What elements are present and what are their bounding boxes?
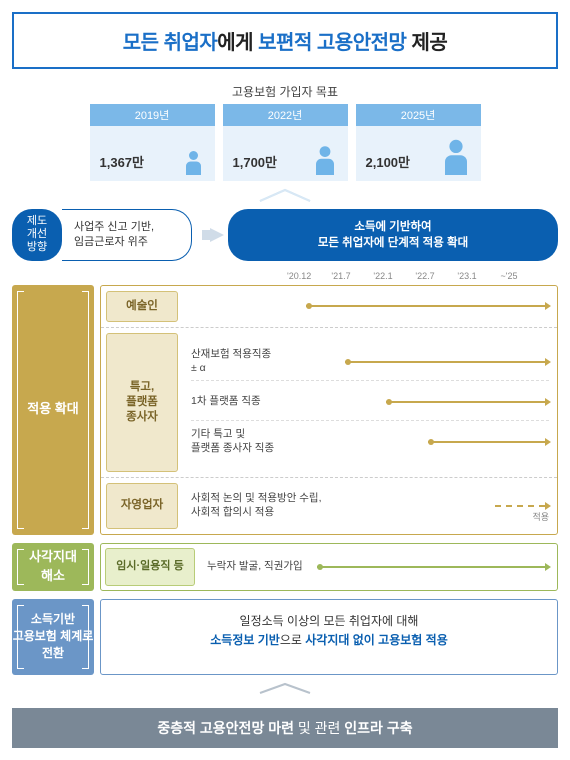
direction-right: 소득에 기반하여 모든 취업자에 단계적 적용 확대 [228,209,558,261]
subrow: 기타 특고 및 플랫폼 종사자 직종 [191,423,549,461]
section-gap: 임시·일용직 등 누락자 발굴, 직권가입 [100,543,558,591]
row-content: 산재보험 적용직종 ± α 1차 플랫폼 직종 기타 특고 및 플랫폼 종사자 … [183,328,557,477]
timeline-bar [306,305,549,307]
subrow-text: 1차 플랫폼 직종 [191,395,306,409]
goal-value: 1,700만 [233,152,278,171]
income-content: 일정소득 이상의 모든 취업자에 대해 소득정보 기반으로 사각지대 없이 고용… [101,600,557,662]
person-icon [445,140,467,175]
direction-badge: 제도개선 방향 [12,209,62,261]
timeline-bar [306,441,549,443]
chevron-up-icon [12,681,558,698]
section-income: 일정소득 이상의 모든 취업자에 대해 소득정보 기반으로 사각지대 없이 고용… [100,599,558,675]
subrow: 1차 플랫폼 직종 [191,383,549,421]
goal-value: 1,367만 [100,152,145,171]
direction-row: 제도개선 방향 사업주 신고 기반, 임금근로자 위주 소득에 기반하여 모든 … [12,209,558,261]
goal-year: 2022년 [223,104,348,126]
income-em2: 사각지대 없이 고용보험 적용 [302,633,448,647]
tick: '23.1 [455,271,479,281]
tick: '22.1 [371,271,395,281]
income-mid: 으로 [280,633,302,647]
row-content: 누락자 발굴, 직권가입 [199,544,557,590]
goal-cell-2025: 2025년 2,100만 [356,104,481,181]
goal-cell-2022: 2022년 1,700만 [223,104,348,181]
person-icon [186,151,201,175]
goal-body: 1,700만 [223,126,348,181]
title-part-3: 보편적 고용안전망 [253,32,411,54]
chevron-up-icon [12,187,558,203]
block-income: 소득기반 고용보험 체계로 전환 [12,599,94,675]
arrow-right-icon [198,209,228,261]
income-line1: 일정소득 이상의 모든 취업자에 대해 [119,612,539,631]
footer-p3: 인프라 구축 [344,720,412,736]
goal-year: 2019년 [90,104,215,126]
section-expand: 예술인 특고, 플랫폼 종사자 산재보험 적용직종 ± α [100,285,558,535]
row-self-employed: 자영업자 사회적 논의 및 적용방안 수립, 사회적 합의시 적용 적용 [101,478,557,534]
timeline-axis: '20.12 '21.7 '22.1 '22.7 '23.1 ~'25 [287,271,558,281]
block-expand: 적용 확대 [12,285,94,535]
title-part-1: 모든 취업자 [123,32,218,54]
goal-year: 2025년 [356,104,481,126]
subrow-text: 산재보험 적용직종 ± α [191,348,306,375]
direction-left: 사업주 신고 기반, 임금근로자 위주 [62,209,192,261]
subrow-text: 누락자 발굴, 직권가입 [207,560,317,574]
left-column: 적용 확대 사각지대 해소 소득기반 고용보험 체계로 전환 [12,285,94,675]
row-label: 임시·일용직 등 [105,548,195,586]
tick: '20.12 [287,271,311,281]
timeline-bar: 적용 [331,505,549,507]
goal-body: 2,100만 [356,126,481,181]
main-grid: 적용 확대 사각지대 해소 소득기반 고용보험 체계로 전환 예술인 특고, 플… [12,285,558,675]
footer-band: 중층적 고용안전망 마련 및 관련 인프라 구축 [12,708,558,748]
person-icon [316,146,334,175]
row-content [183,286,557,327]
title-box: 모든 취업자에게 보편적 고용안전망 제공 [12,12,558,69]
row-content: 사회적 논의 및 적용방안 수립, 사회적 합의시 적용 적용 [183,478,557,534]
tick: '21.7 [329,271,353,281]
title-part-2: 에게 [217,32,253,54]
right-column: 예술인 특고, 플랫폼 종사자 산재보험 적용직종 ± α [100,285,558,675]
footer-p2: 및 관련 [294,720,344,736]
goal-body: 1,367만 [90,126,215,181]
goal-value: 2,100만 [366,152,411,171]
timeline-note: 적용 [532,510,549,523]
subrow-text: 사회적 논의 및 적용방안 수립, 사회적 합의시 적용 [191,492,331,519]
title-part-4: 제공 [411,32,447,54]
row-platform: 특고, 플랫폼 종사자 산재보험 적용직종 ± α 1차 플랫폼 직종 기타 특… [101,328,557,478]
block-gap: 사각지대 해소 [12,543,94,591]
goal-label: 고용보험 가입자 목표 [12,83,558,100]
subrow-text: 기타 특고 및 플랫폼 종사자 직종 [191,428,306,455]
row-label: 예술인 [106,291,178,322]
tick: '22.7 [413,271,437,281]
row-artist: 예술인 [101,286,557,328]
income-em1: 소득정보 기반 [210,633,280,647]
goal-cell-2019: 2019년 1,367만 [90,104,215,181]
subrow: 산재보험 적용직종 ± α [191,343,549,381]
row-temp: 임시·일용직 등 누락자 발굴, 직권가입 [101,544,557,590]
income-line2: 소득정보 기반으로 사각지대 없이 고용보험 적용 [119,631,539,650]
row-label: 특고, 플랫폼 종사자 [106,333,178,472]
goal-row: 2019년 1,367만 2022년 1,700만 2025년 2,100만 [12,104,558,181]
timeline-bar [306,361,549,363]
timeline-bar [306,401,549,403]
timeline-bar [317,566,549,568]
footer-p1: 중층적 고용안전망 마련 [157,720,294,736]
page-title: 모든 취업자에게 보편적 고용안전망 제공 [22,26,548,55]
tick: ~'25 [497,271,521,281]
row-label: 자영업자 [106,483,178,529]
